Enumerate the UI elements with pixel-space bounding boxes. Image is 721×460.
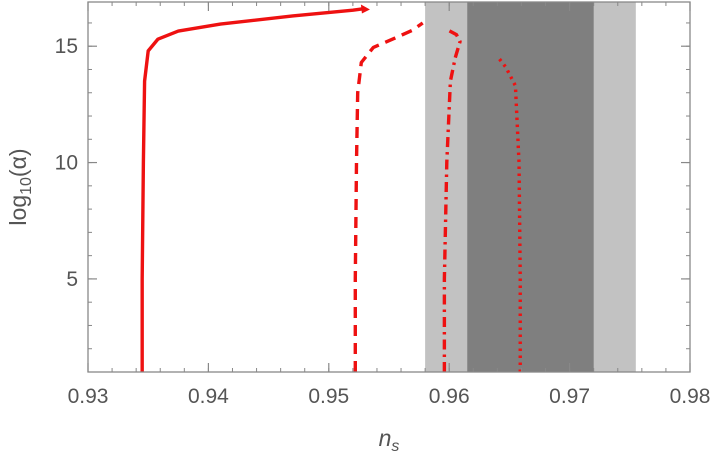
x-tick-label: 0.96 <box>429 385 470 408</box>
confidence-bands <box>425 2 636 372</box>
x-tick-label: 0.95 <box>308 385 349 408</box>
x-axis-label-main: n <box>379 425 392 451</box>
x-tick-label: 0.94 <box>188 385 229 408</box>
x-axis-label: ns <box>379 425 400 455</box>
y-axis-label-sub: 10 <box>18 177 35 195</box>
x-axis-label-sub: s <box>391 438 399 455</box>
series-dashdot-line <box>442 27 462 372</box>
band-1 <box>467 2 594 372</box>
series-dotted-line <box>497 56 522 372</box>
y-tick-label: 15 <box>55 35 78 58</box>
y-tick-label: 10 <box>55 152 78 175</box>
y-axis-label-prefix: log <box>5 195 31 226</box>
series-solid-line <box>140 6 366 372</box>
series-dashed-line <box>353 21 424 372</box>
y-axis-label: log10(α) <box>5 148 35 225</box>
tick-labels: 0.93 0.94 0.95 0.96 0.97 0.98 5 10 15 <box>55 35 711 408</box>
series-solid-arrow <box>360 4 370 14</box>
series-lines <box>140 4 522 372</box>
x-tick-label: 0.98 <box>670 385 711 408</box>
axis-ticks <box>87 2 691 373</box>
x-tick-label: 0.97 <box>549 385 590 408</box>
y-tick-label: 5 <box>66 268 78 291</box>
plot-frame <box>87 1 691 373</box>
x-tick-label: 0.93 <box>68 385 109 408</box>
y-axis-label-suffix: (α) <box>5 148 31 177</box>
